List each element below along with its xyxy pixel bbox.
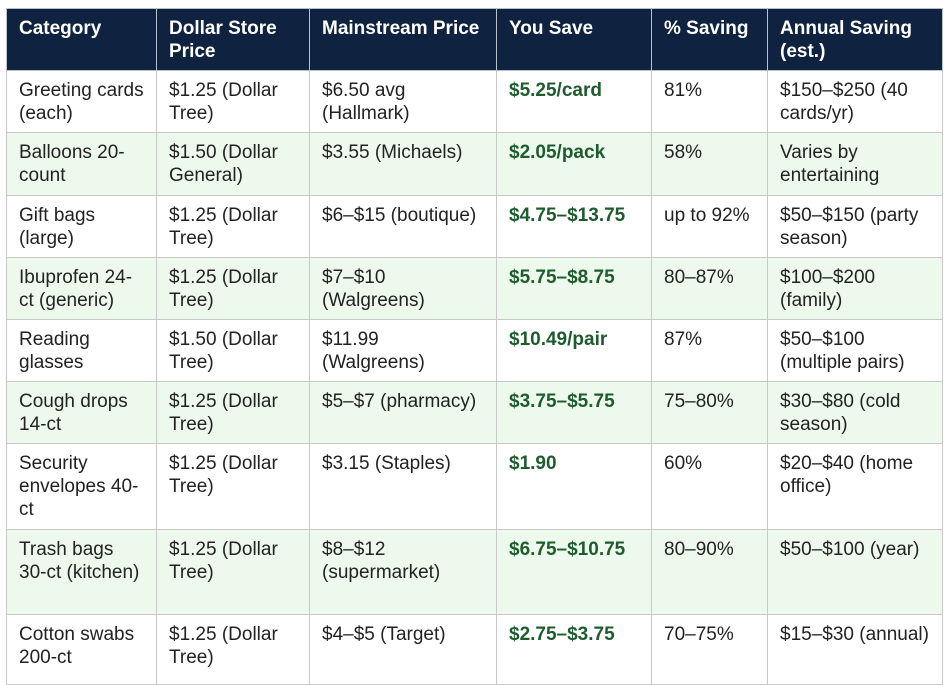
table-cell: $1.25 (Dollar Tree): [156, 614, 310, 685]
table-cell: Security envelopes 40-ct: [6, 443, 157, 530]
table-cell: $30–$80 (cold season): [767, 381, 943, 444]
savings-cell: $2.75–$3.75: [496, 614, 652, 685]
table-row: Trash bags 30-ct (kitchen) $1.25 (Dollar …: [6, 529, 943, 615]
header-cell: % Saving: [651, 8, 768, 71]
savings-cell: $3.75–$5.75: [496, 381, 652, 444]
table-cell: Cough drops 14-ct: [6, 381, 157, 444]
table-cell: 75–80%: [651, 381, 768, 444]
table-cell: $6–$15 (boutique): [309, 195, 497, 258]
table-cell: Reading glasses: [6, 319, 157, 382]
header-cell: Dollar Store Price: [156, 8, 310, 71]
table-row: Gift bags (large) $1.25 (Dollar Tree) $6–$…: [6, 195, 943, 258]
table-cell: 80–87%: [651, 257, 768, 320]
savings-cell: $2.05/pack: [496, 132, 652, 196]
table-row: Cough drops 14-ct $1.25 (Dollar Tree) $5–$…: [6, 381, 943, 444]
table-cell: up to 92%: [651, 195, 768, 258]
table-cell: 60%: [651, 443, 768, 530]
table-cell: $6.50 avg (Hallmark): [309, 70, 497, 133]
table-cell: $1.25 (Dollar Tree): [156, 443, 310, 530]
header-cell: You Save: [496, 8, 652, 71]
table-row: Reading glasses $1.50 (Dollar Tree) $11.99…: [6, 319, 943, 382]
header-cell: Category: [6, 8, 157, 71]
savings-cell: $6.75–$10.75: [496, 529, 652, 615]
table-cell: Gift bags (large): [6, 195, 157, 258]
table-cell: Balloons 20-count: [6, 132, 157, 196]
table-cell: $1.25 (Dollar Tree): [156, 257, 310, 320]
table-cell: $50–$100 (multiple pairs): [767, 319, 943, 382]
savings-cell: $1.90: [496, 443, 652, 530]
table-row: Greeting cards (each) $1.25 (Dollar Tree)…: [6, 70, 943, 133]
table-cell: $1.25 (Dollar Tree): [156, 195, 310, 258]
table-cell: Greeting cards (each): [6, 70, 157, 133]
table-cell: $1.25 (Dollar Tree): [156, 529, 310, 615]
table-cell: $4–$5 (Target): [309, 614, 497, 685]
table-cell: Ibuprofen 24-ct (generic): [6, 257, 157, 320]
table-cell: 81%: [651, 70, 768, 133]
header-cell: Mainstream Price: [309, 8, 497, 71]
table-cell: 80–90%: [651, 529, 768, 615]
savings-table: Category Dollar Store Price Mainstream Pri…: [6, 8, 943, 685]
savings-cell: $5.25/card: [496, 70, 652, 133]
table-cell: $7–$10 (Walgreens): [309, 257, 497, 320]
table-cell: $150–$250 (40 cards/yr): [767, 70, 943, 133]
table-cell: $20–$40 (home office): [767, 443, 943, 530]
savings-cell: $5.75–$8.75: [496, 257, 652, 320]
header-cell: Annual Saving (est.): [767, 8, 943, 71]
table-cell: $50–$150 (party season): [767, 195, 943, 258]
table-cell: $1.25 (Dollar Tree): [156, 70, 310, 133]
table-cell: $8–$12 (supermarket): [309, 529, 497, 615]
table-row: Balloons 20-count $1.50 (Dollar General) $…: [6, 132, 943, 196]
table-cell: $11.99 (Walgreens): [309, 319, 497, 382]
table-cell: $1.50 (Dollar Tree): [156, 319, 310, 382]
table-cell: $100–$200 (family): [767, 257, 943, 320]
table-cell: $1.25 (Dollar Tree): [156, 381, 310, 444]
table-cell: 87%: [651, 319, 768, 382]
savings-cell: $10.49/pair: [496, 319, 652, 382]
table-row: Security envelopes 40-ct $1.25 (Dollar Tr…: [6, 443, 943, 530]
table-cell: $1.50 (Dollar General): [156, 132, 310, 196]
table-cell: Cotton swabs 200-ct: [6, 614, 157, 685]
table-cell: 70–75%: [651, 614, 768, 685]
table-cell: 58%: [651, 132, 768, 196]
table-row: Cotton swabs 200-ct $1.25 (Dollar Tree) $4…: [6, 614, 943, 685]
table-row: Ibuprofen 24-ct (generic) $1.25 (Dollar T…: [6, 257, 943, 320]
savings-cell: $4.75–$13.75: [496, 195, 652, 258]
table-cell: $3.55 (Michaels): [309, 132, 497, 196]
table-cell: $15–$30 (annual): [767, 614, 943, 685]
header-row: Category Dollar Store Price Mainstream Pri…: [6, 8, 943, 71]
table-cell: $3.15 (Staples): [309, 443, 497, 530]
table-cell: $50–$100 (year): [767, 529, 943, 615]
table-cell: $5–$7 (pharmacy): [309, 381, 497, 444]
table-cell: Varies by entertaining: [767, 132, 943, 196]
table-cell: Trash bags 30-ct (kitchen): [6, 529, 157, 615]
